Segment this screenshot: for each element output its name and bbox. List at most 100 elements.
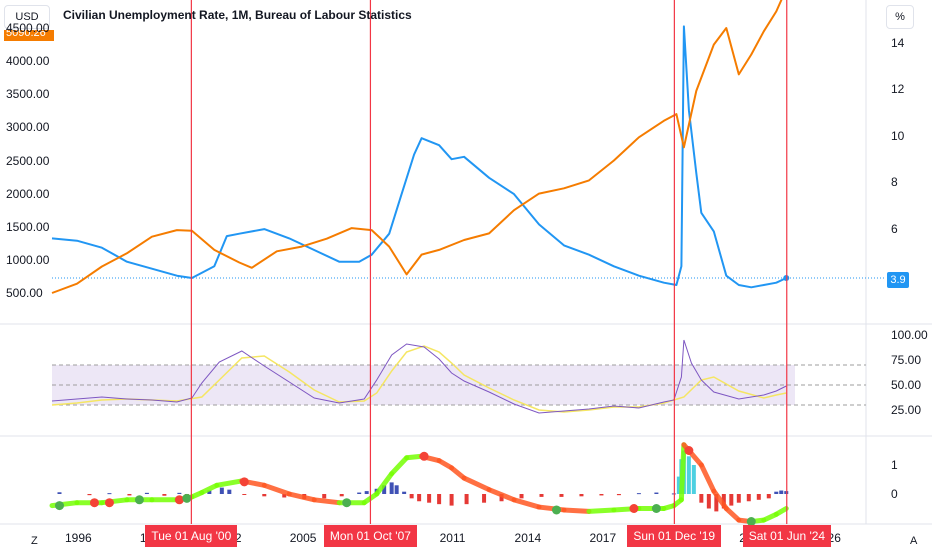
bull-dot: [134, 495, 144, 505]
rsi-axis-tick: 50.00: [891, 378, 922, 392]
histogram-bar: [654, 492, 659, 494]
rsi-signal-line: [51, 345, 787, 413]
x-axis-tick: 2005: [289, 531, 317, 545]
oscillator-segment: [389, 455, 410, 477]
rsi-axis-tick: 75.00: [891, 353, 922, 367]
histogram-bar: [779, 490, 784, 494]
bull-dot: [342, 498, 352, 508]
histogram-bar: [579, 494, 584, 497]
left-axis-tick: 1500.00: [6, 219, 50, 234]
histogram-bar: [766, 494, 771, 499]
oscillator-segment: [561, 507, 592, 514]
histogram-bar: [144, 492, 149, 494]
left-axis-tick: 4000.00: [6, 54, 50, 69]
oscillator-segment: [586, 507, 617, 514]
histogram-bar: [539, 494, 544, 497]
bear-dot: [684, 446, 694, 455]
date-marker-tag: Sat 01 Jun '24: [742, 525, 832, 547]
osc-axis-tick: 0: [891, 487, 898, 501]
bear-dot: [629, 504, 639, 513]
oscillator-segment: [711, 488, 729, 511]
histogram-bar: [242, 494, 247, 495]
oscillator-segment: [404, 453, 425, 461]
oscillator-segment: [698, 462, 717, 494]
oscillator-segment: [723, 506, 742, 523]
rsi-axis-tick: 100.00: [891, 328, 928, 342]
chart-title: Civilian Unemployment Rate, 1M, Bureau o…: [63, 8, 412, 22]
oscillator-segment: [374, 471, 395, 497]
histogram-bar: [746, 494, 751, 502]
histogram-bar: [357, 492, 362, 494]
histogram-bar: [756, 494, 761, 500]
x-axis-tick: 2014: [514, 531, 542, 545]
oscillator-segment: [511, 497, 542, 510]
histogram-bar: [616, 494, 621, 496]
rsi-line: [51, 339, 787, 414]
histogram-bar: [519, 494, 524, 499]
osc-axis-tick: 1: [891, 458, 898, 472]
unrate-last-value-tag: 3.9: [887, 272, 909, 288]
currency-button[interactable]: USD: [4, 5, 50, 29]
histogram-bar: [402, 491, 407, 494]
auto-scale-button[interactable]: A: [910, 535, 918, 547]
histogram-bar: [262, 494, 267, 497]
oscillator-segment: [286, 491, 317, 503]
left-axis-tick: 3500.00: [6, 87, 50, 102]
oscillator-segment: [199, 482, 220, 496]
bear-dot: [239, 477, 249, 487]
histogram-bar: [464, 494, 469, 505]
right-axis-tick: 12: [891, 82, 905, 97]
left-axis-tick: 500.00: [6, 286, 43, 300]
histogram-bar: [57, 492, 62, 494]
right-axis-tick: 6: [891, 222, 898, 237]
oscillator-segment: [678, 442, 687, 503]
histogram-bar: [706, 494, 711, 509]
oscillator-segment: [486, 487, 517, 503]
bull-dot: [182, 493, 192, 503]
left-axis-tick: 4500.00: [6, 21, 50, 35]
right-axis-tick: 10: [891, 128, 905, 143]
histogram-bar: [227, 489, 232, 494]
oscillator-segment: [449, 465, 467, 481]
histogram-bar: [599, 494, 604, 496]
histogram-bar: [394, 485, 399, 494]
histogram-bar: [499, 494, 504, 502]
histogram-bar: [482, 494, 487, 503]
histogram-bar: [107, 493, 112, 495]
left-axis-tick: 2500.00: [6, 153, 50, 168]
oscillator-segment: [461, 475, 492, 493]
histogram-bar: [219, 487, 224, 494]
histogram-bar: [699, 494, 704, 503]
histogram-bar: [282, 494, 287, 498]
bear-dot: [89, 498, 99, 508]
histogram-bar: [207, 490, 212, 494]
histogram-bar: [636, 493, 641, 495]
histogram-bar: [127, 494, 132, 496]
percent-scale-button[interactable]: %: [886, 5, 914, 29]
bear-dot: [104, 498, 114, 508]
left-axis-tick: 2000.00: [6, 186, 50, 201]
date-marker-tag: Sun 01 Dec '19: [627, 525, 722, 547]
histogram-bar: [339, 494, 344, 497]
histogram-bar: [364, 491, 369, 494]
bear-dot: [174, 495, 184, 505]
zoom-button[interactable]: Z: [31, 535, 38, 547]
histogram-bar: [559, 494, 564, 497]
right-axis-tick: 14: [891, 35, 905, 50]
oscillator-segment: [773, 506, 789, 517]
histogram-bar: [409, 494, 414, 499]
oscillator-segment: [214, 478, 245, 488]
oscillator-segment: [311, 497, 342, 506]
histogram-bar: [714, 494, 719, 512]
date-marker-tag: Mon 01 Oct '07: [323, 525, 417, 547]
left-axis-tick: 3000.00: [6, 120, 50, 135]
x-axis-tick: 1996: [64, 531, 92, 545]
right-axis-tick: 8: [891, 175, 898, 190]
histogram-bar: [382, 485, 387, 494]
bull-dot: [746, 517, 756, 527]
histogram-bar: [736, 494, 741, 503]
unrate-series-line: [51, 25, 787, 289]
rsi-axis-tick: 25.00: [891, 403, 922, 417]
left-axis-tick: 1000.00: [6, 252, 50, 267]
